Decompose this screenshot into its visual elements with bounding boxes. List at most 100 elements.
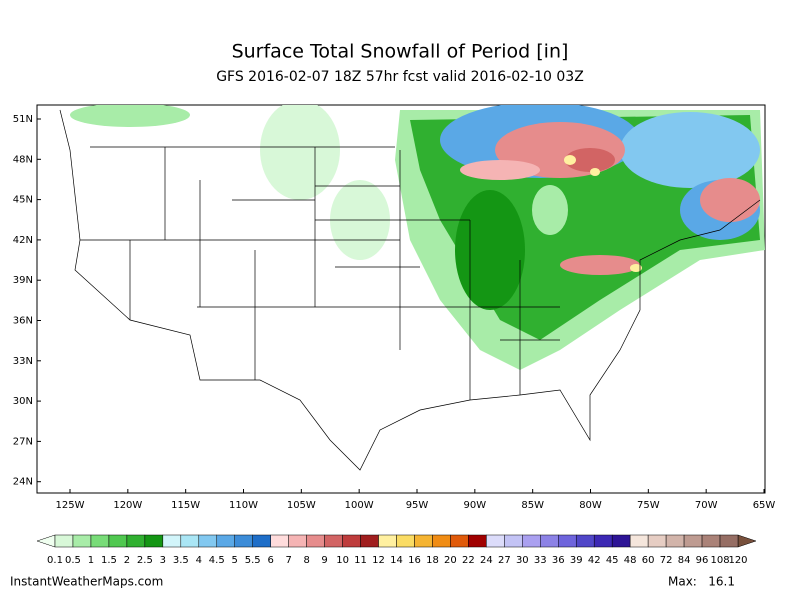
lat-label: 33N: [13, 356, 33, 367]
lat-label: 24N: [13, 477, 33, 488]
colorbar-label: 108: [710, 555, 729, 566]
colorbar-label: 72: [660, 555, 673, 566]
colorbar-box: [216, 534, 235, 548]
lon-label: 120W: [113, 500, 142, 511]
colorbar-label: 18: [426, 555, 439, 566]
colorbar-box: [180, 534, 200, 548]
colorbar-box: [306, 534, 325, 548]
colorbar-label: 5.5: [245, 555, 261, 566]
colorbar-box: [162, 534, 182, 548]
lon-label: 85W: [521, 500, 544, 511]
lat-label: 45N: [13, 195, 33, 206]
colorbar-label: 48: [624, 555, 637, 566]
colorbar-label: 9: [321, 555, 327, 566]
colorbar-label: 12: [372, 555, 385, 566]
colorbar-box: [647, 534, 667, 548]
colorbar-label: 60: [642, 555, 655, 566]
colorbar-label: 33: [534, 555, 547, 566]
lon-label: 125W: [56, 500, 85, 511]
colorbar-box: [360, 534, 379, 548]
colorbar-label: 5: [232, 555, 238, 566]
max-value: 16.1: [708, 575, 735, 589]
lon-label: 115W: [171, 500, 200, 511]
colorbar-label: 14: [390, 555, 403, 566]
colorbar-box: [522, 534, 541, 548]
colorbar-over: [737, 534, 757, 548]
colorbar-label: 42: [588, 555, 601, 566]
colorbar-box: [90, 534, 110, 548]
colorbar-box: [719, 534, 739, 548]
lat-label: 42N: [13, 235, 33, 246]
colorbar-label: 1: [88, 555, 94, 566]
colorbar-box: [558, 534, 577, 548]
lon-label: 90W: [464, 500, 487, 511]
lat-label: 51N: [13, 114, 33, 125]
colorbar-box: [144, 534, 164, 548]
colorbar-box: [504, 534, 523, 548]
colorbar-box: [486, 534, 505, 548]
colorbar-box: [324, 534, 343, 548]
colorbar-box: [432, 534, 451, 548]
map: [36, 104, 766, 494]
colorbar-label: 20: [444, 555, 457, 566]
footer-site: InstantWeatherMaps.com: [10, 575, 163, 589]
colorbar-box: [683, 534, 703, 548]
colorbar-box: [450, 534, 469, 548]
colorbar-label: 22: [462, 555, 475, 566]
lon-label: 110W: [229, 500, 258, 511]
colorbar-box: [72, 534, 92, 548]
lon-label: 105W: [287, 500, 316, 511]
colorbar-label: 7: [285, 555, 291, 566]
colorbar-label: 2: [124, 555, 130, 566]
colorbar-box: [611, 534, 631, 548]
colorbar-label: 2.5: [137, 555, 153, 566]
lat-label: 27N: [13, 436, 33, 447]
colorbar-box: [252, 534, 271, 548]
lat-labels: 51N 48N 45N 42N 39N 36N 33N 30N 27N 24N: [13, 114, 41, 488]
colorbar-box: [414, 534, 433, 548]
subtitle: GFS 2016-02-07 18Z 57hr fcst valid 2016-…: [216, 69, 584, 85]
colorbar-label: 39: [570, 555, 583, 566]
colorbar-box: [288, 534, 307, 548]
colorbar-label: 1.5: [101, 555, 117, 566]
lon-label: 95W: [406, 500, 429, 511]
lat-label: 30N: [13, 396, 33, 407]
colorbar-label: 4: [196, 555, 202, 566]
colorbar-box: [396, 534, 415, 548]
colorbar-box: [198, 534, 218, 548]
snowfall-field: [70, 105, 765, 370]
lon-label: 80W: [579, 500, 602, 511]
lon-label: 65W: [753, 500, 776, 511]
colorbar-box: [468, 534, 487, 548]
lon-label: 75W: [637, 500, 660, 511]
colorbar-box: [126, 534, 146, 548]
colorbar-label: 4.5: [209, 555, 225, 566]
colorbar-box: [378, 534, 397, 548]
colorbar-label: 24: [480, 555, 493, 566]
colorbar-label: 3.5: [173, 555, 189, 566]
colorbar-label: 30: [516, 555, 529, 566]
colorbar-label: 10: [336, 555, 349, 566]
colorbar: 0.1 0.5 1 1.5 2 2.5 3 3.5 4 4.5 5 5.5 6 7 8 9 10 11 12 14 16…: [36, 534, 757, 566]
lon-labels: 125W 120W 115W 110W 105W 100W 95W 90W 85W 80W 75W 7…: [56, 489, 776, 511]
colorbar-box: [701, 534, 721, 548]
colorbar-under: [36, 534, 56, 548]
colorbar-box: [665, 534, 685, 548]
colorbar-label: 96: [696, 555, 709, 566]
lon-label: 70W: [695, 500, 718, 511]
colorbar-box: [54, 534, 74, 548]
colorbar-label: 3: [160, 555, 166, 566]
colorbar-label: 45: [606, 555, 619, 566]
colorbar-box: [593, 534, 613, 548]
lat-label: 48N: [13, 154, 33, 165]
title: Surface Total Snowfall of Period [in]: [232, 41, 569, 63]
colorbar-label: 11: [354, 555, 367, 566]
lon-label: 100W: [345, 500, 374, 511]
state-borders: [59, 109, 761, 471]
colorbar-box: [234, 534, 253, 548]
colorbar-label: 0.5: [65, 555, 81, 566]
colorbar-box: [108, 534, 128, 548]
max-label: Max:: [668, 575, 697, 589]
colorbar-label: 8: [303, 555, 309, 566]
